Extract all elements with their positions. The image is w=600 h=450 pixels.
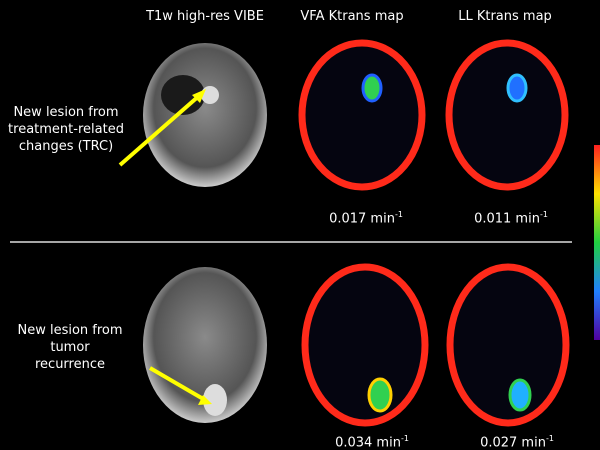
cyst [161,75,205,115]
ktrans-value: 0.027 min-1 [480,430,554,450]
ktrans-value: 0.017 min-1 [329,206,403,227]
value-exponent: -1 [539,210,548,219]
annotation: New lesion from tumor recurrence [17,322,122,373]
arrow [148,366,207,402]
annotation-line: changes (TRC) [18,139,114,154]
value-text: 0.011 min [474,211,540,227]
value-text: 0.027 min [480,435,546,450]
value-exponent: -1 [545,434,554,443]
value-exponent: -1 [394,210,403,219]
value-text: 0.017 min [329,211,395,227]
annotation: New lesion from treatment-related change… [8,104,124,155]
value-exponent: -1 [400,434,409,443]
ktrans-value: 0.034 min-1 [335,430,409,450]
vfa-map [298,39,426,191]
annotation-line: treatment-related [8,122,124,137]
column-header: T1w high-res VIBE [146,9,264,24]
lesion-map [508,378,532,412]
column-header: VFA Ktrans map [300,9,404,24]
annotation-line: recurrence [34,357,105,372]
ll-map [446,263,570,427]
column-header: LL Ktrans map [458,9,552,24]
lesion-map [367,377,393,413]
vfa-map [301,263,429,427]
value-text: 0.034 min [335,435,401,450]
lesion [201,86,219,104]
arrow [118,93,202,167]
annotation-line: tumor [50,340,90,355]
arrow-head [192,89,206,103]
lesion-map [506,73,528,103]
annotation-line: New lesion from [17,323,123,338]
annotation-line: New lesion from [13,105,119,120]
lesion-map [361,73,383,103]
t1w-image [143,43,267,187]
ktrans-value: 0.011 min-1 [474,206,548,227]
arrow-head [198,395,212,405]
lesion [203,384,227,416]
color-bar [594,145,600,340]
ll-map [445,39,569,191]
